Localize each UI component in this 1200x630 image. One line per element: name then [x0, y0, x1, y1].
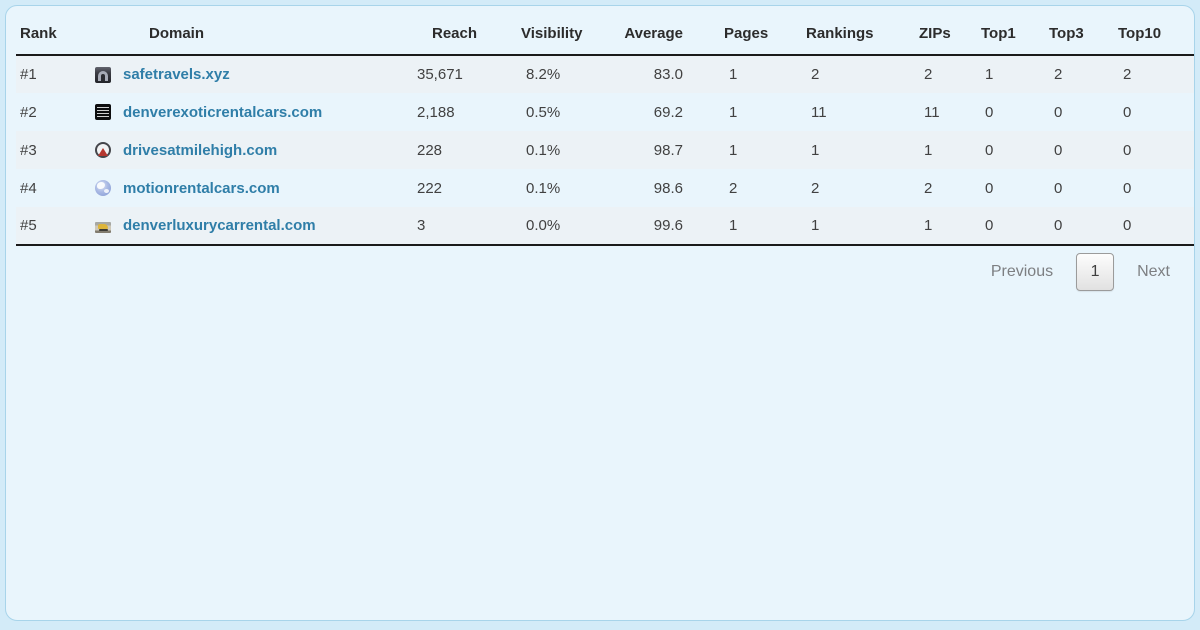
pages-cell: 1 — [729, 103, 738, 121]
zips-cell: 2 — [924, 179, 933, 197]
rankings-cell: 1 — [804, 207, 916, 246]
results-card: Rank Domain Reach Visibility Average Pages Ran… — [5, 5, 1195, 621]
rankings-cell: 2 — [811, 66, 820, 83]
reach-cell: 228 — [417, 141, 443, 159]
yellow-car-photo-favicon — [95, 221, 111, 233]
pagination: Previous 1 Next — [6, 252, 1170, 292]
domain-cell: motionrentalcars.com — [94, 169, 416, 207]
average-cell: 99.6 — [623, 207, 684, 246]
rank-cell: #4 — [20, 179, 37, 197]
rank-cell: #2 — [20, 103, 37, 121]
domain-link[interactable]: denverexoticrentalcars.com — [123, 103, 323, 121]
column-header-rankings: Rankings — [804, 13, 916, 56]
pages-cell: 1 — [684, 207, 804, 246]
column-header-pages: Pages — [684, 13, 804, 56]
pagination-previous[interactable]: Previous — [990, 263, 1054, 280]
column-header-visibility: Visibility — [519, 13, 623, 56]
domain-link[interactable]: safetravels.xyz — [123, 66, 230, 83]
domain-cell: drivesatmilehigh.com — [94, 131, 416, 169]
reach-cell: 35,671 — [417, 66, 463, 83]
table-header: Rank Domain Reach Visibility Average Pages Ran… — [16, 13, 1194, 56]
visibility-cell: 0.1% — [526, 179, 561, 197]
table-row: #5 denverluxurycarrental.com 3 0.0% 99.6 1 1 1 0… — [16, 207, 1194, 246]
column-header-rank: Rank — [16, 13, 94, 56]
top3-cell: 0 — [1054, 103, 1063, 121]
column-header-top1: Top1 — [978, 13, 1047, 56]
zips-cell: 1 — [916, 207, 978, 246]
reach-cell: 3 — [416, 207, 519, 246]
globe-favicon — [95, 180, 111, 196]
column-header-top3: Top3 — [1047, 13, 1116, 56]
visibility-cell: 0.5% — [526, 103, 561, 121]
top1-cell: 0 — [985, 141, 994, 159]
pagination-page-1[interactable]: 1 — [1076, 253, 1115, 291]
average-cell: 98.6 — [653, 179, 683, 197]
column-header-top10: Top10 — [1116, 13, 1194, 56]
average-cell: 69.2 — [653, 103, 683, 121]
average-cell: 98.7 — [653, 141, 683, 159]
top1-cell: 0 — [985, 103, 994, 121]
visibility-cell: 0.1% — [526, 141, 561, 159]
pages-cell: 1 — [729, 141, 738, 159]
domain-cell: denverluxurycarrental.com — [94, 207, 416, 246]
column-header-zips: ZIPs — [916, 13, 978, 56]
table-body: #1 safetravels.xyz 35,671 8.2% 83.0 1 2 2 1 2 2 #2 d… — [16, 55, 1194, 246]
zips-cell: 1 — [924, 141, 933, 159]
table-header-row: Rank Domain Reach Visibility Average Pages Ran… — [16, 13, 1194, 56]
rank-cell: #5 — [16, 207, 94, 246]
average-cell: 83.0 — [653, 66, 683, 83]
top1-cell: 1 — [985, 66, 994, 83]
top10-cell: 0 — [1123, 179, 1132, 197]
domain-cell: denverluxurycarrental.com — [95, 217, 416, 234]
top3-cell: 0 — [1054, 179, 1063, 197]
visibility-cell: 8.2% — [526, 66, 561, 83]
reach-cell: 2,188 — [417, 103, 455, 121]
top10-cell: 0 — [1123, 103, 1132, 121]
domain-link[interactable]: drivesatmilehigh.com — [123, 141, 278, 159]
top3-cell: 0 — [1054, 141, 1063, 159]
column-header-average: Average — [623, 13, 684, 56]
zips-cell: 2 — [924, 66, 933, 83]
column-header-domain: Domain — [94, 13, 416, 56]
domains-table: Rank Domain Reach Visibility Average Pages Ran… — [16, 13, 1194, 246]
domain-cell: denverexoticrentalcars.com — [95, 104, 416, 121]
rankings-cell: 2 — [811, 179, 820, 197]
gate-photo-favicon — [95, 66, 111, 83]
domain-cell: denverexoticrentalcars.com — [94, 93, 416, 131]
pages-cell: 2 — [729, 179, 738, 197]
column-header-reach: Reach — [416, 13, 519, 56]
pages-cell: 1 — [729, 66, 738, 83]
top10-cell: 2 — [1123, 66, 1132, 83]
table-row: #2 denverexoticrentalcars.com 2,188 0.5% 69.… — [16, 93, 1194, 131]
domain-link[interactable]: denverluxurycarrental.com — [123, 217, 316, 234]
table-row: #1 safetravels.xyz 35,671 8.2% 83.0 1 2 2 1 2 2 — [16, 55, 1194, 93]
top3-cell: 0 — [1047, 207, 1116, 246]
domain-cell: safetravels.xyz — [94, 55, 416, 93]
rankings-cell: 11 — [811, 103, 827, 121]
domain-cell: motionrentalcars.com — [95, 180, 416, 197]
reach-cell: 222 — [417, 179, 443, 197]
top1-cell: 0 — [978, 207, 1047, 246]
pagination-next[interactable]: Next — [1137, 263, 1170, 280]
top10-cell: 0 — [1123, 141, 1132, 159]
top3-cell: 2 — [1054, 66, 1063, 83]
mountain-badge-favicon — [95, 142, 111, 158]
domain-cell: safetravels.xyz — [95, 66, 416, 83]
table-row: #3 drivesatmilehigh.com 228 0.1% 98.7 1 1 1 0 0 0 — [16, 131, 1194, 169]
top10-cell: 0 — [1116, 207, 1194, 246]
domain-link[interactable]: motionrentalcars.com — [123, 179, 280, 197]
rank-cell: #1 — [20, 66, 37, 83]
zips-cell: 11 — [924, 103, 940, 121]
rank-cell: #3 — [20, 141, 37, 159]
visibility-cell: 0.0% — [519, 207, 623, 246]
domain-cell: drivesatmilehigh.com — [95, 142, 416, 159]
rankings-cell: 1 — [811, 141, 820, 159]
text-lines-favicon — [95, 104, 111, 120]
table-row: #4 motionrentalcars.com 222 0.1% 98.6 2 2 2 0 0 0 — [16, 169, 1194, 207]
top1-cell: 0 — [985, 179, 994, 197]
